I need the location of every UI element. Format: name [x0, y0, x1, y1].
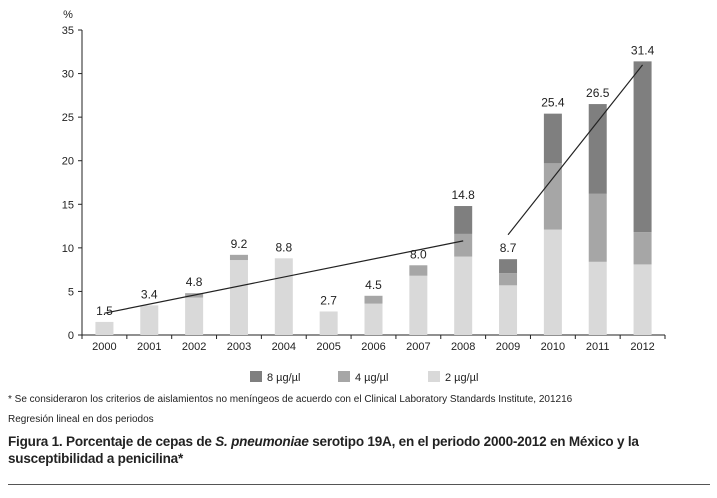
y-tick-label: 5	[68, 286, 74, 298]
bar-segment	[95, 321, 114, 335]
bar-segment	[454, 256, 473, 335]
legend-swatch	[428, 371, 440, 382]
bar-total-label: 14.8	[452, 188, 476, 202]
regression-line	[104, 240, 464, 314]
bar-total-label: 3.4	[141, 287, 158, 301]
bar-total-label: 8.7	[500, 241, 517, 255]
y-axis-label: %	[63, 9, 73, 21]
caption-part1: Figura 1. Porcentaje de cepas de	[8, 434, 216, 449]
legend-swatch	[250, 371, 262, 382]
x-tick-label: 2011	[586, 341, 610, 353]
bar-segment	[319, 311, 338, 335]
data-labels: 1.5 3.4 4.8 9.2 8.8 2.7 4.5 8.0 14.8 8.7 25.4 26.5 3…	[96, 43, 654, 318]
x-tick-label: 2001	[137, 341, 161, 353]
legend-swatch	[338, 371, 350, 382]
x-tick-label: 2010	[541, 341, 565, 353]
bar-segment	[588, 193, 607, 262]
bar-segment	[633, 61, 652, 233]
x-tick-label: 2003	[227, 341, 251, 353]
bar-total-label: 26.5	[586, 86, 610, 100]
x-tick-label: 2004	[272, 341, 296, 353]
y-tick-label: 35	[62, 25, 74, 37]
bar-segment	[454, 206, 473, 234]
regression-note: Regresión lineal en dos periodos	[8, 414, 154, 425]
bar-segment	[409, 275, 428, 335]
x-tick-label: 2009	[496, 341, 520, 353]
bar-segment	[364, 295, 383, 304]
bar-segment	[543, 163, 562, 230]
x-tick-label: 2006	[361, 341, 385, 353]
bar-segment	[543, 229, 562, 335]
bar-segment	[588, 104, 607, 194]
bottom-rule	[8, 484, 710, 485]
legend-label: 8 µg/µl	[267, 372, 300, 384]
x-tick-label: 2002	[182, 341, 206, 353]
regression-line	[507, 64, 644, 236]
bar-segment	[499, 285, 518, 335]
bar-total-label: 1.5	[96, 304, 113, 318]
y-tick-label: 30	[62, 69, 74, 81]
bar-total-label: 4.5	[365, 278, 382, 292]
bar-segment	[274, 258, 293, 335]
caption-species: S. pneumoniae	[215, 434, 309, 449]
footnote: * Se consideraron los criterios de aisla…	[8, 394, 573, 405]
x-tick-label: 2007	[406, 341, 430, 353]
y-tick-label: 0	[68, 330, 74, 342]
stacked-bar-chart: % 0 5 10 15 20 25 30 35 2000 2001 2002 2003 2004 2005 2…	[62, 9, 666, 384]
bar-segment	[633, 232, 652, 265]
bar-segment	[454, 233, 473, 257]
bar-total-label: 8.0	[410, 247, 427, 261]
axes: % 0 5 10 15 20 25 30 35 2000 2001 2002 2003 2004 2005 2…	[62, 9, 666, 353]
bar-segment	[588, 261, 607, 335]
y-tick-label: 15	[62, 199, 74, 211]
x-tick-label: 2000	[92, 341, 116, 353]
figure-caption: Figura 1. Porcentaje de cepas de S. pneu…	[8, 433, 708, 467]
bar-segment	[633, 264, 652, 335]
bar-total-label: 4.8	[186, 275, 203, 289]
x-tick-label: 2008	[451, 341, 475, 353]
bar-segment	[364, 303, 383, 335]
bar-segment	[499, 259, 518, 274]
y-tick-label: 25	[62, 112, 74, 124]
bars	[95, 61, 652, 335]
bar-segment	[409, 265, 428, 276]
bar-total-label: 2.7	[320, 293, 337, 307]
y-tick-label: 20	[62, 156, 74, 168]
bar-segment	[140, 305, 159, 335]
y-tick-label: 10	[62, 243, 74, 255]
bar-total-label: 31.4	[631, 43, 655, 57]
legend-label: 4 µg/µl	[355, 372, 388, 384]
x-tick-label: 2012	[630, 341, 654, 353]
bar-segment	[229, 260, 248, 335]
caption-part2: serotipo 19A, en el periodo 2000-2012 en…	[8, 434, 639, 466]
regression-lines	[104, 64, 644, 314]
legend-label: 2 µg/µl	[445, 372, 478, 384]
bar-segment	[543, 113, 562, 164]
bar-segment	[229, 254, 248, 261]
bar-total-label: 8.8	[275, 240, 292, 254]
bar-segment	[185, 297, 204, 335]
x-tick-label: 2005	[316, 341, 340, 353]
bar-total-label: 25.4	[541, 96, 565, 110]
bar-total-label: 9.2	[231, 237, 248, 251]
bar-segment	[499, 273, 518, 286]
legend: 8 µg/µl 4 µg/µl 2 µg/µl	[250, 371, 478, 384]
